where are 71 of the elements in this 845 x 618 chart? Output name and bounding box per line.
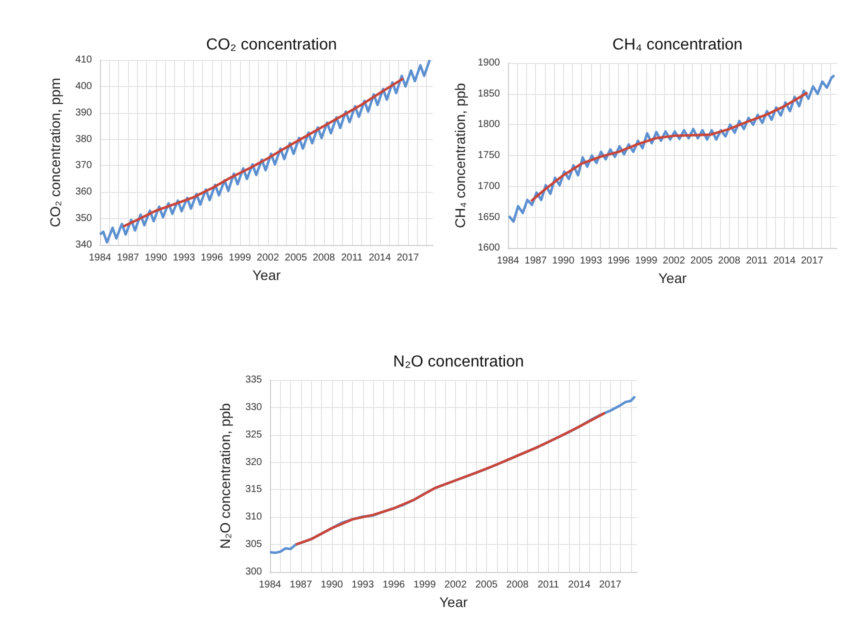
x-tick-label: 1999	[414, 580, 436, 590]
chart-title: CH₄ concentration	[612, 36, 743, 54]
x-tick-label: 1984	[88, 252, 112, 264]
x-axis-title: Year	[658, 270, 687, 286]
chart-title: N₂O concentration	[393, 354, 524, 370]
y-tick-label: 320	[245, 456, 262, 468]
y-tick-label: 325	[245, 429, 262, 440]
y-axis-title: CH₄ concentration, ppb	[452, 82, 468, 228]
y-axis-title: CO₂ concentration, ppm	[47, 78, 63, 228]
x-tick-label: 2005	[690, 256, 714, 267]
x-tick-label: 2008	[506, 580, 529, 590]
x-tick-label: 2017	[396, 252, 420, 264]
line-series	[122, 77, 404, 228]
x-tick-label: 2011	[538, 580, 560, 590]
y-tick-label: 350	[75, 213, 92, 224]
x-tick-label: 1984	[258, 580, 282, 590]
x-tick-label: 1993	[352, 580, 374, 590]
y-tick-label: 330	[245, 402, 262, 413]
y-tick-label: 360	[75, 186, 92, 198]
y-tick-label: 400	[75, 80, 92, 92]
x-tick-label: 1990	[320, 580, 344, 590]
y-axis-title: N₂O concentration, ppb	[217, 403, 233, 549]
y-tick-label: 410	[75, 54, 92, 66]
x-tick-label: 1999	[635, 256, 658, 267]
x-axis-title: Year	[252, 266, 281, 283]
y-tick-label: 370	[75, 160, 92, 172]
x-tick-label: 2011	[341, 252, 364, 264]
x-tick-label: 1987	[524, 256, 548, 267]
y-tick-label: 1900	[478, 58, 500, 68]
x-tick-label: 1993	[172, 252, 196, 264]
x-tick-label: 2008	[312, 252, 336, 264]
line-series	[530, 91, 809, 202]
x-tick-label: 2014	[773, 256, 796, 267]
y-tick-label: 340	[75, 240, 92, 250]
y-tick-label: 390	[75, 107, 92, 118]
x-tick-label: 2014	[568, 580, 591, 590]
y-tick-label: 1700	[478, 180, 500, 192]
y-tick-label: 310	[245, 512, 262, 523]
y-tick-label: 315	[245, 484, 262, 496]
x-tick-label: 1987	[116, 252, 140, 264]
y-tick-label: 335	[245, 374, 262, 386]
line-series	[294, 412, 606, 546]
x-axis-title: Year	[439, 594, 468, 610]
y-tick-label: 300	[245, 566, 262, 578]
y-tick-label: 1800	[478, 119, 500, 130]
x-tick-label: 2005	[284, 252, 308, 264]
x-tick-label: 1987	[290, 580, 312, 590]
x-tick-label: 1990	[144, 252, 168, 264]
x-tick-label: 1990	[552, 256, 575, 267]
y-tick-label: 1650	[478, 212, 500, 223]
x-tick-label: 2002	[444, 580, 468, 590]
x-tick-label: 2005	[475, 580, 498, 590]
y-tick-label: 380	[75, 134, 92, 145]
x-tick-label: 2002	[256, 252, 280, 264]
x-tick-label: 1996	[200, 252, 224, 264]
y-tick-label: 1850	[478, 88, 500, 100]
x-tick-label: 2008	[718, 256, 741, 267]
x-tick-label: 1993	[580, 256, 602, 267]
y-tick-label: 305	[245, 539, 262, 550]
x-tick-label: 2017	[599, 580, 622, 590]
x-tick-label: 1984	[496, 256, 520, 267]
y-tick-label: 1750	[478, 150, 500, 162]
x-tick-label: 1996	[382, 580, 406, 590]
x-tick-label: 2011	[746, 256, 768, 267]
x-tick-label: 1996	[607, 256, 630, 267]
x-tick-label: 2002	[662, 256, 686, 267]
chart-title: CO₂ concentration	[206, 36, 337, 54]
x-tick-label: 2017	[800, 256, 824, 267]
y-tick-label: 1600	[478, 242, 500, 254]
x-tick-label: 2014	[368, 252, 392, 264]
x-tick-label: 1999	[228, 252, 252, 264]
